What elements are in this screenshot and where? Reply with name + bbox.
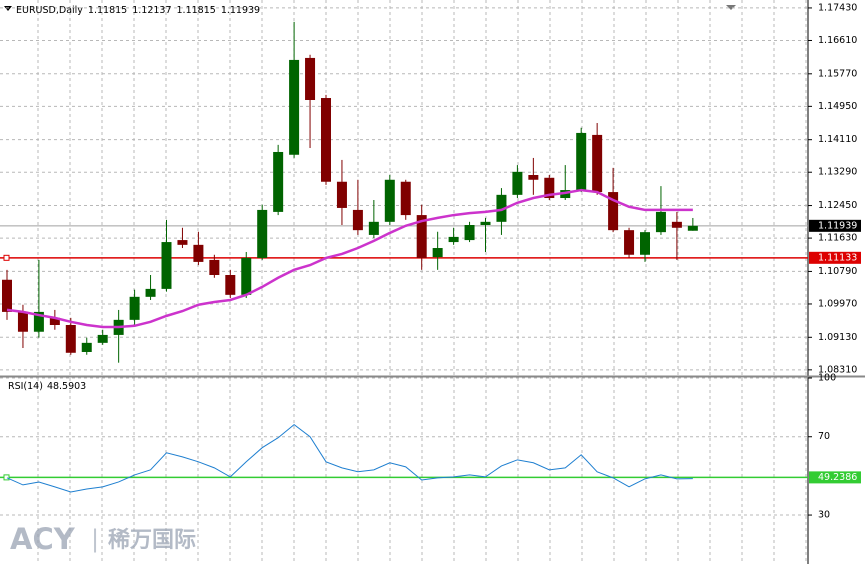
candle-body: [448, 236, 459, 243]
header-value: 1.11939: [221, 5, 260, 16]
hline-label: 1.11133: [818, 252, 857, 263]
y-tick-label: 1.10790: [818, 266, 857, 277]
candle-body: [305, 57, 316, 100]
candle-body: [49, 317, 60, 325]
candle-body: [17, 311, 28, 332]
candle-body: [528, 175, 539, 180]
candle-body: [608, 192, 619, 231]
candle-body: [321, 98, 331, 182]
candle-body: [640, 232, 650, 255]
watermark-separator: |: [91, 525, 99, 553]
chart-header: EURUSD,Daily 1.11815 1.12137 1.11815 1.11939: [16, 5, 260, 16]
candle-body: [241, 257, 252, 295]
current-price-box: [809, 219, 861, 232]
candle-body: [624, 230, 635, 255]
indicator-header: RSI(14) 48.5903: [8, 381, 86, 392]
candle-body: [576, 132, 587, 191]
candle-body: [416, 215, 427, 258]
candle-body: [368, 221, 379, 235]
indicator-title: RSI(14): [8, 381, 43, 392]
y-tick-label: 30: [818, 510, 830, 521]
header-value: 1.11815: [88, 5, 127, 16]
candle-body: [161, 242, 172, 289]
y-tick-label: 1.15770: [818, 68, 857, 79]
candle-body: [193, 244, 204, 262]
candle-body: [480, 221, 491, 225]
candle-body: [225, 275, 236, 295]
y-tick-label: 1.09130: [818, 332, 857, 343]
y-tick-label: 1.17430: [818, 3, 857, 14]
candle-body: [65, 325, 76, 353]
candle-body: [209, 259, 220, 275]
candle-body: [544, 177, 555, 199]
candle-body: [273, 151, 284, 212]
header-value: 1.11815: [177, 5, 216, 16]
candle-body: [2, 279, 12, 312]
candle-body: [33, 311, 44, 332]
level-box: [809, 471, 861, 484]
moving-average: [6, 188, 693, 329]
indicator-value: 48.5903: [47, 381, 86, 392]
candle-body: [129, 296, 140, 320]
header-value: 1.12137: [132, 5, 171, 16]
y-tick-label: 1.14950: [818, 101, 857, 112]
y-tick-label: 1.11630: [818, 233, 857, 244]
candle-body: [432, 248, 443, 258]
line-anchor: [3, 474, 10, 481]
level-label: 49.2386: [818, 472, 857, 483]
y-tick-label: 1.16610: [818, 35, 857, 46]
y-tick-label: 1.08310: [818, 364, 857, 375]
candle-body: [512, 171, 523, 195]
watermark-brand: ACY: [10, 522, 76, 556]
candle-body: [352, 209, 363, 231]
candle-body: [655, 211, 666, 233]
header-value: EURUSD,Daily: [16, 5, 83, 16]
candle-body: [400, 181, 411, 216]
indicator-line: [6, 423, 693, 493]
line-anchor: [3, 254, 10, 261]
candle-body: [289, 59, 300, 155]
watermark-name: 稀万国际: [108, 527, 196, 553]
candle-body: [257, 209, 268, 258]
candle-body: [464, 225, 475, 241]
candle-body: [384, 179, 395, 222]
candle-body: [336, 181, 347, 208]
hline-box: [809, 251, 861, 264]
y-tick-label: 100: [818, 373, 836, 384]
menu-arrow[interactable]: [4, 6, 12, 11]
current-price-label: 1.11939: [818, 220, 857, 231]
candle-body: [592, 134, 603, 193]
y-tick-label: 1.13290: [818, 167, 857, 178]
watermark: ACY | 稀万国际: [10, 522, 196, 556]
candle-body: [496, 194, 507, 222]
candle-body: [671, 221, 682, 228]
candle-body: [97, 334, 108, 343]
candle-body: [81, 342, 92, 352]
y-tick-label: 70: [818, 431, 830, 442]
candle-body: [177, 240, 188, 245]
y-tick-label: 1.14110: [818, 134, 857, 145]
candle-body: [687, 225, 698, 231]
y-tick-label: 1.09970: [818, 298, 857, 309]
y-tick-label: 1.12450: [818, 200, 857, 211]
candle-body: [145, 288, 156, 297]
shift-marker: [726, 5, 736, 10]
